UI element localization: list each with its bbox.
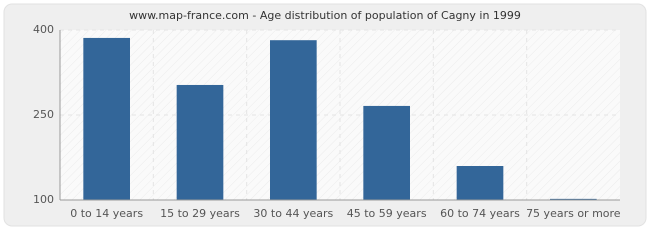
bar <box>270 40 317 201</box>
x-tick-label: 60 to 74 years <box>440 207 520 220</box>
bar <box>83 37 130 200</box>
chart: www.map-france.com - Age distribution of… <box>3 3 647 227</box>
y-tick-label: 100 <box>33 193 54 206</box>
y-tick-label: 400 <box>33 23 54 36</box>
bar <box>176 84 224 200</box>
chart-title: www.map-france.com - Age distribution of… <box>129 9 521 22</box>
x-tick-label: 75 years or more <box>526 207 621 220</box>
y-tick-label: 250 <box>33 108 54 121</box>
bar <box>363 105 410 200</box>
bar <box>456 166 504 200</box>
x-tick-label: 45 to 59 years <box>347 207 427 220</box>
bar <box>550 198 597 200</box>
x-tick-label: 0 to 14 years <box>70 207 143 220</box>
x-tick-label: 30 to 44 years <box>253 207 333 220</box>
x-tick-label: 15 to 29 years <box>160 207 240 220</box>
